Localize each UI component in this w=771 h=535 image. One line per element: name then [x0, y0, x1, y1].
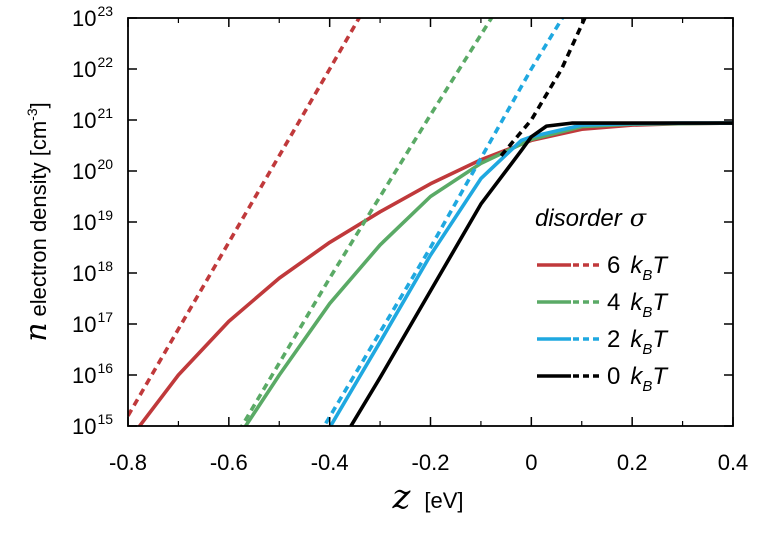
y-tick-exponent: 23	[97, 3, 113, 19]
y-tick-label: 1018	[72, 258, 113, 286]
y-tick-label: 1023	[72, 3, 113, 31]
y-tick-base: 10	[72, 210, 96, 235]
y-tick-base: 10	[72, 414, 96, 439]
x-tick-label: 0.2	[617, 450, 648, 475]
x-axis-label: z [eV]	[391, 477, 463, 517]
y-axis-variable: n	[19, 322, 54, 341]
legend-k: k	[630, 289, 644, 316]
legend-T: T	[652, 326, 669, 353]
y-tick-label: 1017	[72, 309, 113, 337]
series-line-0-dotted	[499, 18, 587, 157]
y-axis-close: ]	[26, 102, 51, 108]
x-tick-label: -0.6	[210, 450, 248, 475]
x-tick-labels: -0.8 -0.6 -0.4 -0.2 0 0.2 0.4	[109, 450, 748, 475]
legend-subscript: B	[642, 304, 652, 321]
y-tick-label: 1020	[72, 156, 113, 184]
legend-label: 2 kBT	[607, 326, 669, 358]
y-tick-base: 10	[72, 363, 96, 388]
legend-num: 6	[607, 252, 620, 279]
y-tick-label: 1019	[72, 207, 113, 235]
legend-T: T	[652, 363, 669, 390]
x-tick-label: -0.2	[412, 450, 450, 475]
legend-label: 0 kBT	[607, 363, 669, 395]
legend-num: 0	[607, 363, 620, 390]
y-tick-base: 10	[72, 261, 96, 286]
y-tick-base: 10	[72, 159, 96, 184]
x-tick-label: -0.4	[311, 450, 349, 475]
legend-label: 6 kBT	[607, 252, 669, 284]
y-tick-base: 10	[72, 108, 96, 133]
y-tick-exponent: 17	[97, 309, 113, 325]
legend-title: disorder σ	[535, 204, 647, 232]
x-tick-label: 0	[525, 450, 537, 475]
y-tick-label: 1022	[72, 54, 113, 82]
ticks-layer	[127, 17, 734, 427]
legend-subscript: B	[642, 267, 652, 284]
legend-subscript: B	[642, 378, 652, 395]
y-tick-label: 1021	[72, 105, 113, 133]
legend-T: T	[652, 289, 669, 316]
y-tick-exponent: 15	[97, 411, 113, 427]
legend-num: 4	[607, 289, 620, 316]
y-tick-base: 10	[72, 312, 96, 337]
y-tick-label: 1015	[72, 411, 113, 439]
y-axis-exponent: -3	[24, 108, 40, 121]
y-tick-exponent: 20	[97, 156, 113, 172]
series-line-2-solid	[328, 121, 733, 426]
legend-subscript: B	[642, 341, 652, 358]
series-line-4-dotted	[239, 18, 494, 426]
legend-title-symbol: σ	[630, 204, 647, 232]
legend-num: 2	[607, 326, 620, 353]
svg-text:nelectron density [cm-3]: n electron density [cm-3]	[19, 102, 54, 342]
y-tick-label: 1016	[72, 360, 113, 388]
x-tick-label: -0.8	[109, 450, 147, 475]
legend-k: k	[630, 326, 644, 353]
y-tick-exponent: 22	[97, 54, 113, 70]
legend-label: 4 kBT	[607, 289, 669, 321]
y-tick-base: 10	[72, 57, 96, 82]
legend-k: k	[630, 252, 644, 279]
x-axis-unit: [eV]	[424, 488, 463, 513]
x-tick-label: 0.4	[718, 450, 749, 475]
y-tick-exponent: 16	[97, 360, 113, 376]
series-line-2-dotted	[322, 18, 565, 426]
series-line-6-dotted	[128, 18, 362, 417]
legend-k: k	[630, 363, 644, 390]
series-line-0-solid	[348, 121, 733, 426]
legend-title-text: disorder	[535, 205, 623, 232]
y-tick-base: 10	[72, 6, 96, 31]
y-axis-text: electron density [cm	[26, 121, 51, 317]
y-tick-exponent: 21	[97, 105, 113, 121]
y-tick-exponent: 18	[97, 258, 113, 274]
x-axis-variable: z	[391, 477, 411, 517]
legend-T: T	[652, 252, 669, 279]
y-axis-label: n electron density [cm-3]	[19, 102, 54, 342]
series-layer	[128, 18, 733, 426]
y-tick-exponent: 19	[97, 207, 113, 223]
